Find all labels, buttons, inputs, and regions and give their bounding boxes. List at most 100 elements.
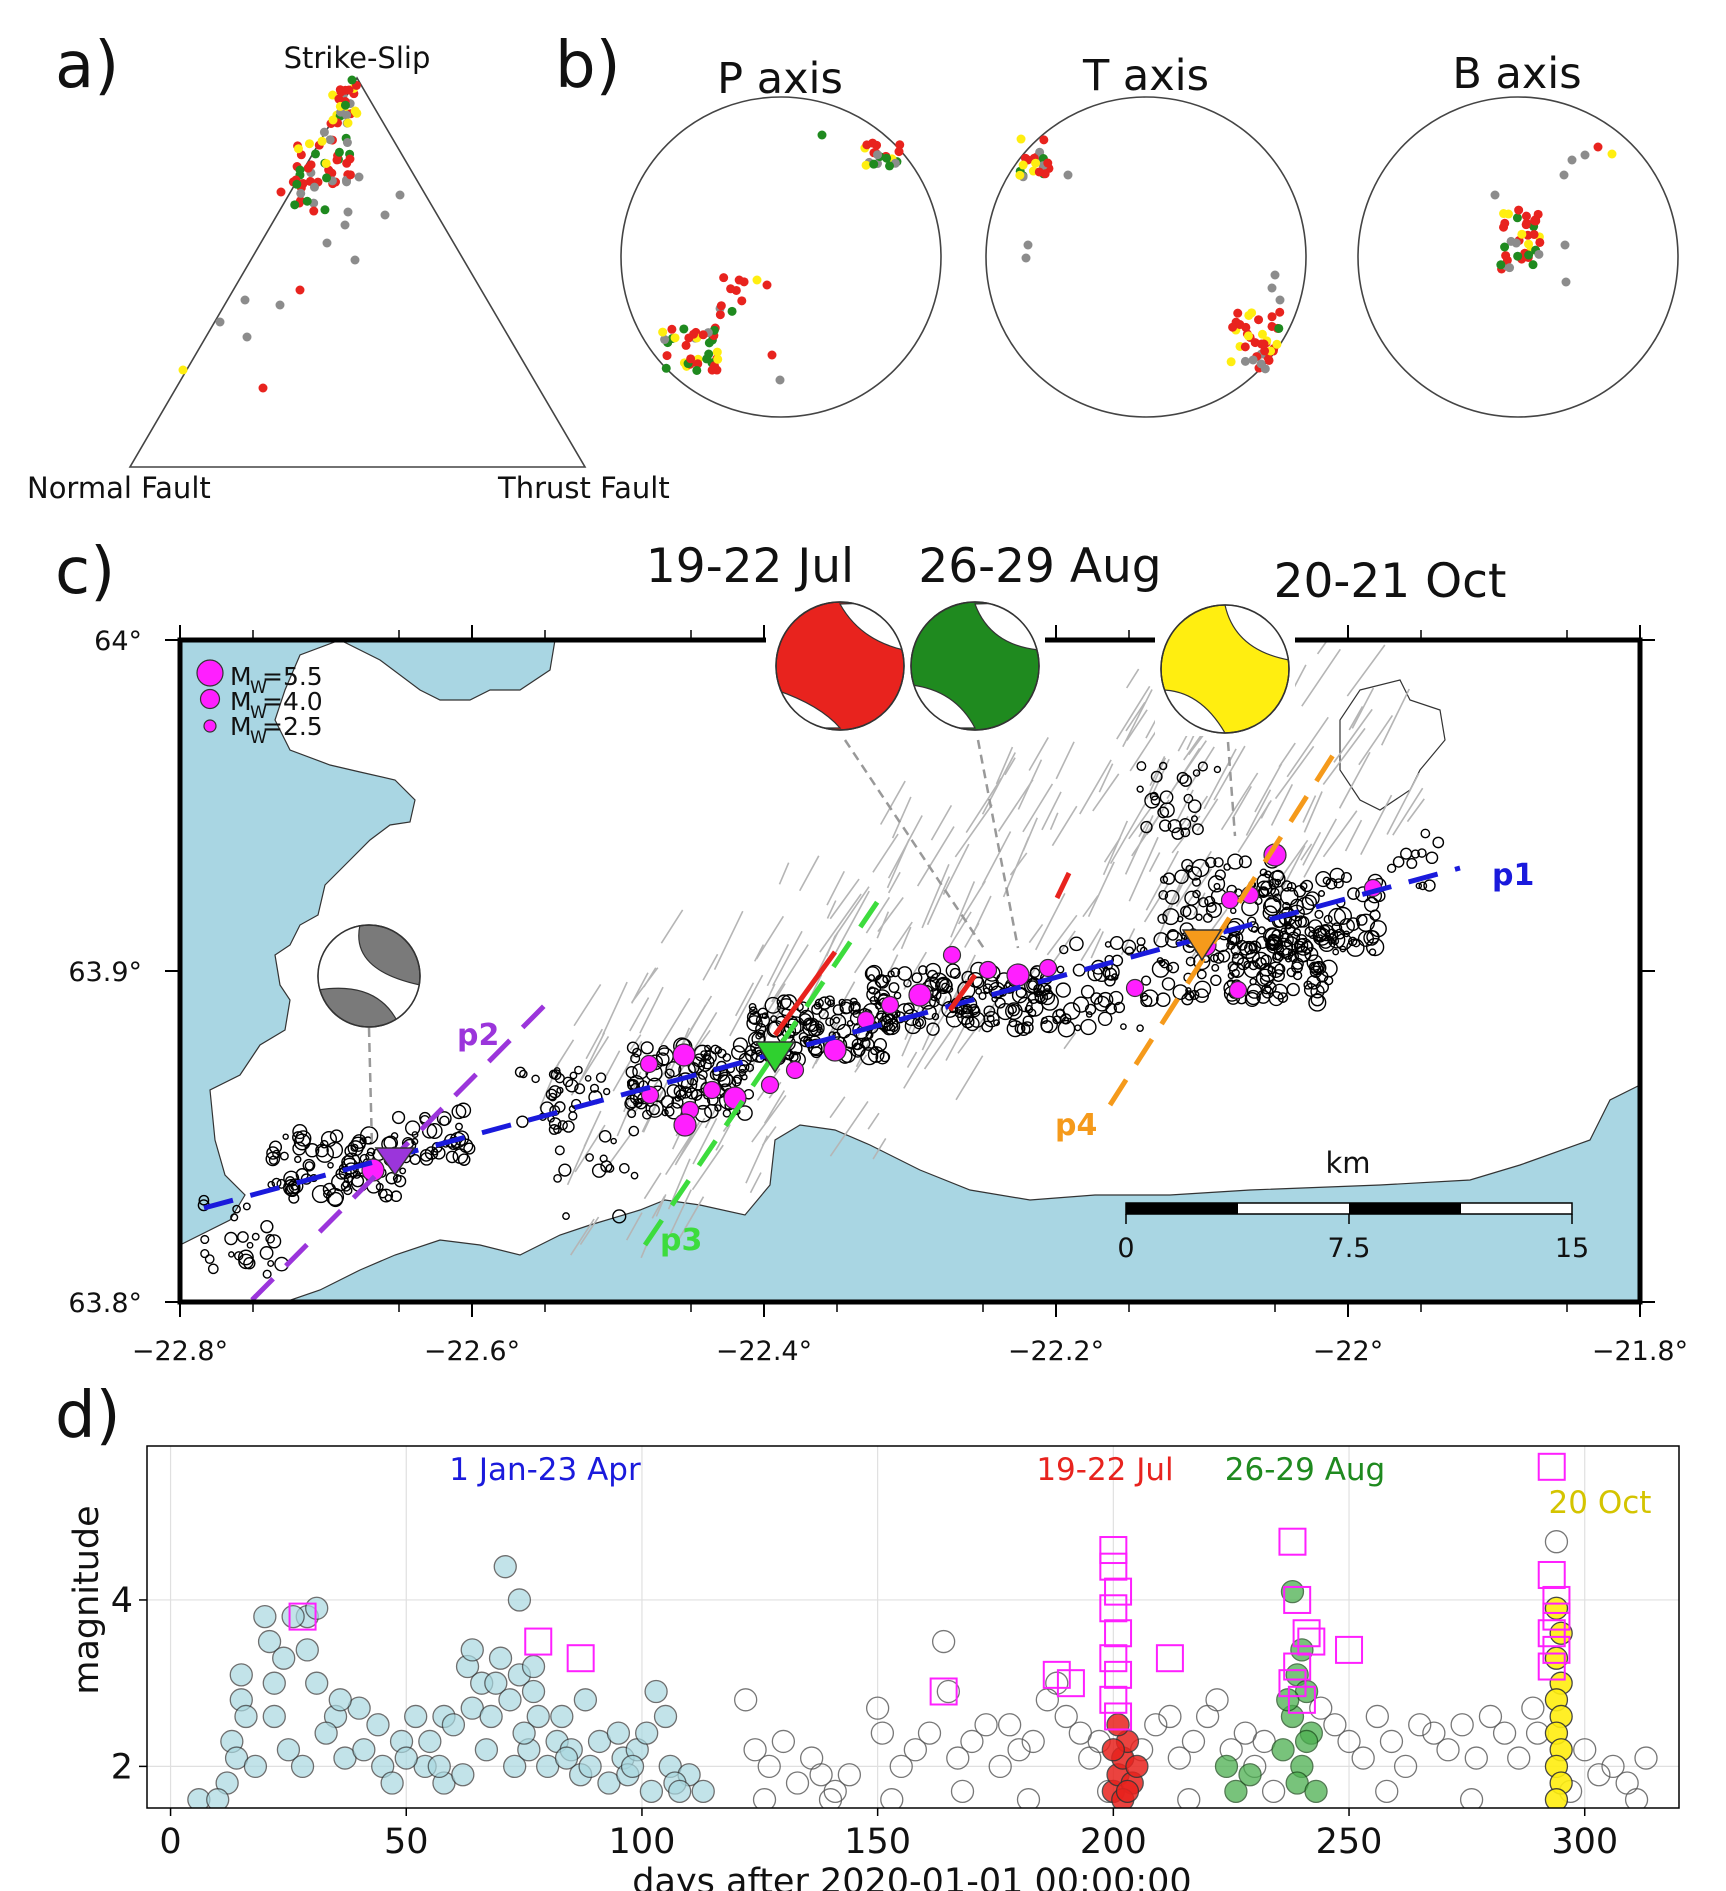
fault-trace xyxy=(1254,763,1283,813)
earthquake-epicenter xyxy=(783,1018,802,1037)
earthquake-epicenter xyxy=(409,1153,421,1165)
earthquake-epicenter xyxy=(1181,858,1194,872)
seismicity-map: p1 p2 p3 p4 −22.8° −22.6° −22.4° −22.2° −22°… xyxy=(68,539,1688,1367)
earthquake-epicenter xyxy=(1318,890,1326,898)
fault-trace xyxy=(772,930,803,987)
map-x-tick-label: −22.6° xyxy=(424,1336,520,1367)
ternary-point xyxy=(258,383,268,393)
magnitude-point xyxy=(785,1771,810,1795)
earthquake-epicenter xyxy=(887,970,895,978)
fault-trace xyxy=(1145,757,1167,800)
magnitude-point xyxy=(931,1629,956,1654)
earthquake-epicenter xyxy=(732,1074,743,1085)
earthquake-epicenter xyxy=(1417,848,1427,858)
earthquake-epicenter xyxy=(1136,785,1144,793)
earthquake-epicenter xyxy=(612,1209,627,1224)
fault-trace xyxy=(964,922,980,948)
magnitude-point xyxy=(262,1671,286,1695)
earthquake-epicenter xyxy=(1174,869,1189,884)
red-fault-segment xyxy=(1054,871,1072,900)
earthquake-epicenter xyxy=(285,1183,300,1198)
mw-point xyxy=(1542,1585,1571,1614)
fault-trace xyxy=(729,974,764,1037)
map-x-tick-label: −22.4° xyxy=(716,1336,812,1367)
earthquake-epicenter xyxy=(1191,823,1204,836)
earthquake-epicenter xyxy=(550,1069,562,1081)
magnitude-point xyxy=(1573,1738,1597,1762)
earthquake-epicenter xyxy=(1259,868,1268,877)
earthquake-epicenter xyxy=(1286,967,1297,978)
earthquake-epicenter xyxy=(338,1166,352,1180)
earthquake-epicenter xyxy=(584,1074,592,1082)
earthquake-epicenter xyxy=(807,1023,822,1038)
red-fault-segment xyxy=(947,973,978,1012)
fault-trace xyxy=(1022,817,1038,852)
earthquake-epicenter xyxy=(267,1259,275,1267)
fault-trace xyxy=(1220,772,1259,831)
fault-trace xyxy=(625,1212,643,1241)
mw-event xyxy=(1038,958,1058,978)
magnitude-point xyxy=(1459,1788,1484,1808)
earthquake-epicenter xyxy=(1423,879,1436,892)
fault-trace xyxy=(843,981,856,1001)
fault-trace xyxy=(1145,850,1179,911)
mw-point xyxy=(1104,1660,1133,1689)
earthquake-epicenter xyxy=(585,1153,594,1162)
earthquake-epicenter xyxy=(288,1178,304,1194)
magnitude-point xyxy=(1464,1746,1488,1770)
mw-event xyxy=(785,1060,805,1080)
earthquake-epicenter xyxy=(315,1143,329,1158)
earthquake-epicenter xyxy=(1176,771,1189,784)
annotation-aug: 26-29 Aug xyxy=(1225,1452,1385,1488)
earthquake-epicenter xyxy=(635,1097,647,1110)
annotation-jan-apr: 1 Jan-23 Apr xyxy=(449,1452,641,1488)
earthquake-epicenter xyxy=(366,1147,376,1157)
earthquake-epicenter xyxy=(1274,878,1282,886)
earthquake-epicenter xyxy=(1261,986,1274,999)
earthquake-epicenter xyxy=(294,1155,302,1164)
fault-trace xyxy=(965,777,1002,834)
earthquake-epicenter xyxy=(232,1204,241,1214)
earthquake-epicenter xyxy=(1272,893,1282,903)
magnitude-point xyxy=(1294,1729,1319,1754)
ternary-label-thrust-fault: Thrust Fault xyxy=(497,471,670,505)
fault-trace xyxy=(570,1218,595,1256)
earthquake-epicenter xyxy=(890,967,901,978)
fault-trace xyxy=(672,1196,705,1250)
earthquake-epicenter xyxy=(1248,940,1262,954)
mw-point xyxy=(1099,1594,1128,1623)
fault-trace xyxy=(891,796,912,839)
fault-trace xyxy=(651,1195,666,1219)
stereonet-point xyxy=(1257,329,1267,339)
stereonet-point xyxy=(726,284,736,294)
fault-trace xyxy=(1009,852,1028,876)
earthquake-epicenter xyxy=(700,1054,715,1070)
stereonet-point xyxy=(1580,150,1590,160)
stereonet-point xyxy=(658,327,668,337)
fault-trace xyxy=(942,843,970,896)
mw-point xyxy=(1537,1652,1566,1681)
fault-trace xyxy=(1303,818,1338,878)
earthquake-epicenter xyxy=(265,1233,275,1244)
mw-event xyxy=(880,995,900,1015)
fault-trace xyxy=(819,893,862,953)
fault-trace xyxy=(1386,773,1420,835)
event-title-aug: 26-29 Aug xyxy=(918,539,1161,594)
scale-tick-0: 0 xyxy=(1117,1233,1134,1264)
earthquake-epicenter xyxy=(1184,890,1200,906)
earthquake-epicenter xyxy=(1157,913,1168,924)
fault-trace xyxy=(950,954,976,1004)
earthquake-epicenter xyxy=(1205,856,1217,869)
legend-value-2.5: =2.5 xyxy=(262,712,323,741)
mw-point xyxy=(1537,1619,1566,1648)
x-tick-label: 300 xyxy=(1551,1822,1618,1862)
magnitude-point xyxy=(1195,1704,1220,1729)
fault-trace xyxy=(691,1144,724,1191)
earthquake-epicenter xyxy=(893,991,902,1000)
stereonet-point xyxy=(734,275,744,285)
earthquake-epicenter xyxy=(207,1263,219,1275)
earthquake-epicenter xyxy=(935,976,953,995)
fault-trace xyxy=(1116,685,1151,740)
magnitude-point xyxy=(451,1763,475,1787)
earthquake-epicenter xyxy=(1191,877,1202,887)
